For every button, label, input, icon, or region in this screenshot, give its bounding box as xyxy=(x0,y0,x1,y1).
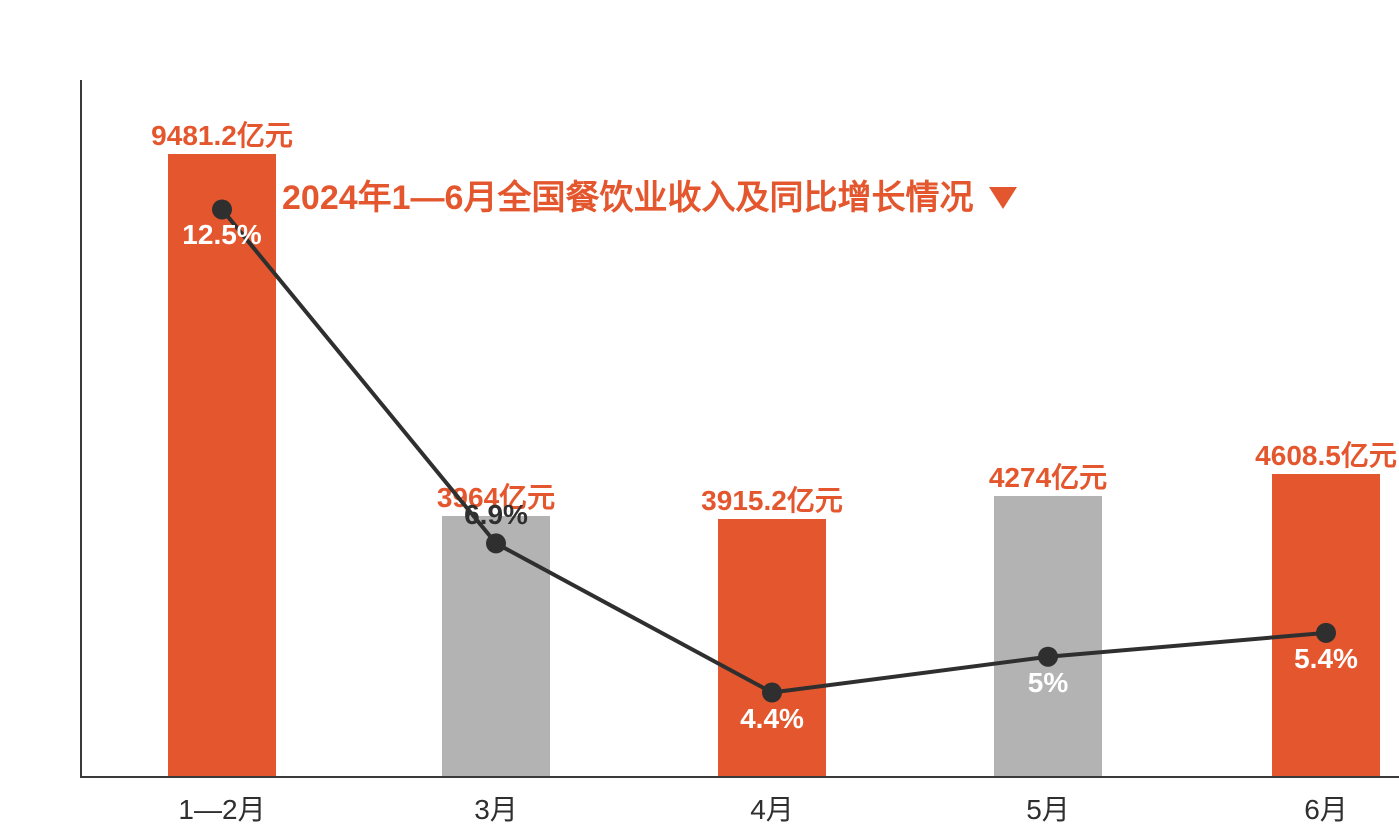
growth-label-5: 5.4% xyxy=(1294,643,1358,675)
revenue-growth-chart: 2024年1—6月全国餐饮业收入及同比增长情况 9481.2亿元1—2月3964… xyxy=(60,60,1360,760)
growth-marker-5 xyxy=(1316,623,1336,643)
x-axis-label-1: 1—2月 xyxy=(178,788,265,828)
growth-marker-2 xyxy=(486,533,506,553)
growth-marker-3 xyxy=(762,683,782,703)
x-axis-label-3: 4月 xyxy=(750,788,794,828)
growth-label-2: 6.9% xyxy=(464,499,528,531)
x-axis-label-2: 3月 xyxy=(474,788,518,828)
x-axis-label-5: 6月 xyxy=(1304,788,1348,828)
growth-label-4: 5% xyxy=(1028,667,1068,699)
growth-label-3: 4.4% xyxy=(740,703,804,735)
growth-marker-4 xyxy=(1038,647,1058,667)
growth-marker-1 xyxy=(212,199,232,219)
growth-label-1: 12.5% xyxy=(182,219,261,251)
growth-line xyxy=(60,60,1360,760)
x-axis xyxy=(80,776,1399,778)
x-axis-label-4: 5月 xyxy=(1026,788,1070,828)
